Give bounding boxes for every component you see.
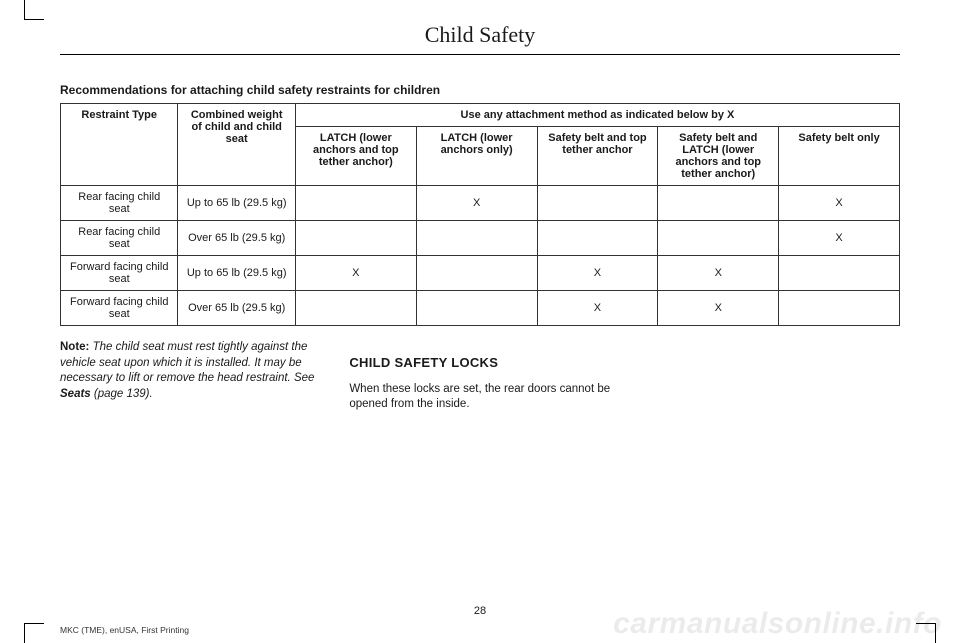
table-row: Forward facing child seat Up to 65 lb (2… (61, 256, 900, 291)
title-rule (60, 54, 900, 55)
table-row: Forward facing child seat Over 65 lb (29… (61, 291, 900, 326)
section-heading: CHILD SAFETY LOCKS (349, 354, 610, 372)
note-paragraph: Note: The child seat must rest tightly a… (60, 340, 321, 402)
note-body-2: (page 139). (91, 388, 153, 400)
column-2: CHILD SAFETY LOCKS When these locks are … (349, 340, 610, 413)
cell-c4: X (658, 256, 779, 291)
note-body-1: The child seat must rest tightly against… (60, 341, 314, 384)
cell-c5: X (779, 186, 900, 221)
cell-restraint: Forward facing child seat (61, 291, 178, 326)
section-body: When these locks are set, the rear doors… (349, 382, 610, 413)
th-weight: Combined weight of child and child seat (178, 104, 295, 186)
cell-weight: Up to 65 lb (29.5 kg) (178, 256, 295, 291)
cell-c5 (779, 256, 900, 291)
column-1: Note: The child seat must rest tightly a… (60, 340, 321, 413)
cell-restraint: Rear facing child seat (61, 186, 178, 221)
footer-meta: MKC (TME), enUSA, First Printing (60, 625, 189, 635)
restraint-table: Restraint Type Combined weight of child … (60, 103, 900, 326)
cell-c2 (416, 221, 537, 256)
note-seats: Seats (60, 388, 91, 400)
cell-weight: Over 65 lb (29.5 kg) (178, 291, 295, 326)
table-row: Rear facing child seat Over 65 lb (29.5 … (61, 221, 900, 256)
page-content: Child Safety Recommendations for attachi… (60, 22, 900, 603)
cell-c2 (416, 256, 537, 291)
th-restraint: Restraint Type (61, 104, 178, 186)
cell-restraint: Forward facing child seat (61, 256, 178, 291)
chapter-title: Child Safety (60, 22, 900, 48)
crop-mark-tl (24, 0, 44, 20)
cell-restraint: Rear facing child seat (61, 221, 178, 256)
cell-c2 (416, 291, 537, 326)
cell-c4: X (658, 291, 779, 326)
cell-c1 (295, 186, 416, 221)
cell-c3: X (537, 256, 658, 291)
page-number: 28 (0, 605, 960, 617)
cell-c2: X (416, 186, 537, 221)
th-c5: Safety belt only (779, 127, 900, 186)
note-label: Note: (60, 341, 89, 353)
cell-weight: Up to 65 lb (29.5 kg) (178, 186, 295, 221)
cell-c4 (658, 221, 779, 256)
body-columns: Note: The child seat must rest tightly a… (60, 340, 900, 413)
cell-c1 (295, 221, 416, 256)
table-caption: Recommendations for attaching child safe… (60, 83, 900, 97)
cell-c1: X (295, 256, 416, 291)
cell-c5: X (779, 221, 900, 256)
column-3 (639, 340, 900, 413)
table-row: Rear facing child seat Up to 65 lb (29.5… (61, 186, 900, 221)
crop-mark-br (916, 623, 936, 643)
cell-c3 (537, 186, 658, 221)
th-span: Use any attachment method as indicated b… (295, 104, 899, 127)
cell-c3: X (537, 291, 658, 326)
th-c3: Safety belt and top tether anchor (537, 127, 658, 186)
cell-c1 (295, 291, 416, 326)
cell-c3 (537, 221, 658, 256)
crop-mark-bl (24, 623, 44, 643)
th-c1: LATCH (lower anchors and top tether anch… (295, 127, 416, 186)
cell-c5 (779, 291, 900, 326)
th-c4: Safety belt and LATCH (lower anchors and… (658, 127, 779, 186)
cell-c4 (658, 186, 779, 221)
cell-weight: Over 65 lb (29.5 kg) (178, 221, 295, 256)
th-c2: LATCH (lower anchors only) (416, 127, 537, 186)
